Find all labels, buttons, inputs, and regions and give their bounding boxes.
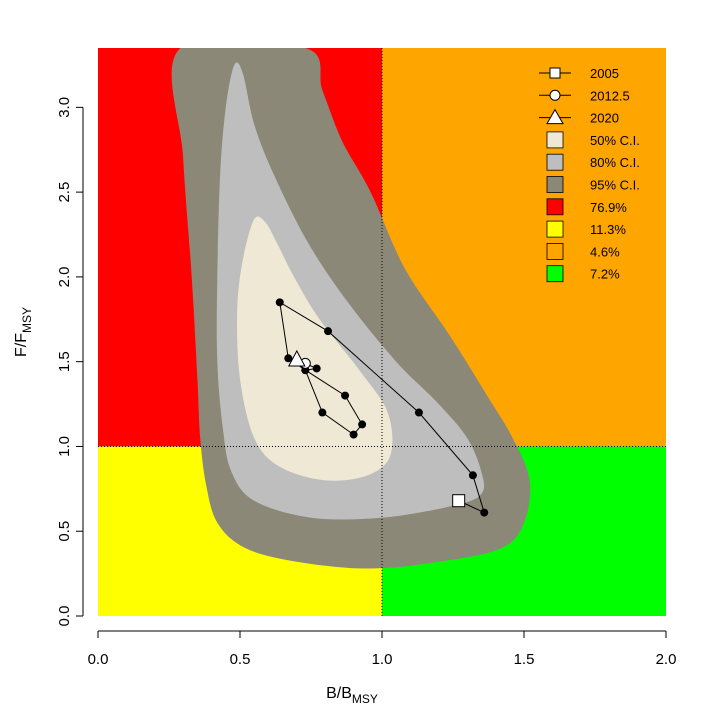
y-axis-label: F/FMSY (13, 307, 34, 357)
legend-label: 2005 (590, 66, 619, 81)
legend-swatch-triangle (546, 108, 564, 125)
legend: 2005 2012.5 2020 50% C.I. 80% C.I. 95% C.I. 76… (539, 66, 640, 283)
marker-2020-triangle (287, 349, 306, 367)
legend-item: 50% C.I. (546, 131, 640, 149)
legend-label: 2012.5 (590, 88, 630, 103)
trajectory-point (312, 364, 321, 373)
y-tick-label: 2.5 (56, 182, 73, 203)
trajectory-point (480, 508, 489, 517)
marker-2005-square (452, 494, 466, 508)
axes: 0.0 0.5 1.0 1.5 2.0 0.0 0.5 1.0 1.5 2.0 2.5 3.0 (56, 97, 676, 668)
legend-swatch-box (546, 242, 564, 260)
trajectory-point (414, 408, 423, 417)
trajectory-point (324, 327, 333, 336)
trajectory-point (358, 420, 367, 429)
legend-swatch-square (549, 67, 561, 79)
legend-swatch-box (546, 131, 564, 149)
legend-item: 7.2% (546, 265, 620, 283)
legend-item: 2012.5 (539, 88, 630, 103)
x-tick-label: 2.0 (656, 651, 677, 668)
legend-item: 2005 (539, 66, 619, 81)
trajectory-point (341, 391, 350, 400)
trajectory-point (468, 471, 477, 480)
trajectory (275, 298, 489, 517)
trajectory-point (275, 298, 284, 307)
legend-item: 11.3% (546, 220, 626, 238)
y-tick-label: 1.5 (56, 351, 73, 372)
legend-label: 11.3% (590, 222, 626, 237)
trajectory-point (349, 430, 358, 439)
legend-swatch-box (546, 176, 564, 193)
trajectory-point (318, 408, 327, 417)
y-tick-label: 0.5 (56, 521, 73, 542)
y-tick-label: 2.0 (56, 266, 73, 287)
x-tick-label: 0.5 (230, 651, 251, 668)
legend-swatch-box (546, 153, 564, 171)
legend-swatch-box (546, 198, 564, 216)
legend-item: 95% C.I. (546, 176, 640, 193)
legend-label: 76.9% (590, 200, 627, 215)
y-tick-label: 1.0 (56, 436, 73, 457)
trajectory-point (284, 354, 293, 363)
ci-region-50ci (237, 216, 393, 481)
y-tick-label: 0.0 (56, 606, 73, 627)
axis-labels: B/BMSY F/FMSY (13, 307, 378, 706)
legend-label: 95% C.I. (590, 178, 640, 193)
y-tick-label: 3.0 (56, 97, 73, 118)
trajectory-line (279, 301, 486, 514)
legend-label: 80% C.I. (590, 155, 640, 170)
legend-label: 7.2% (590, 267, 620, 282)
legend-label: 50% C.I. (590, 133, 640, 148)
legend-item: 4.6% (546, 242, 620, 260)
legend-item: 80% C.I. (546, 153, 640, 171)
legend-item: 2020 (539, 108, 619, 126)
legend-label: 4.6% (590, 244, 620, 259)
x-axis-label: B/BMSY (326, 685, 378, 706)
legend-item: 76.9% (546, 198, 627, 216)
legend-swatch-box (546, 220, 564, 238)
legend-swatch-box (546, 265, 564, 283)
x-tick-label: 1.5 (514, 651, 535, 668)
x-tick-label: 1.0 (372, 651, 393, 668)
legend-swatch-circle (549, 89, 561, 101)
legend-label: 2020 (590, 111, 619, 126)
x-tick-label: 0.0 (88, 651, 109, 668)
